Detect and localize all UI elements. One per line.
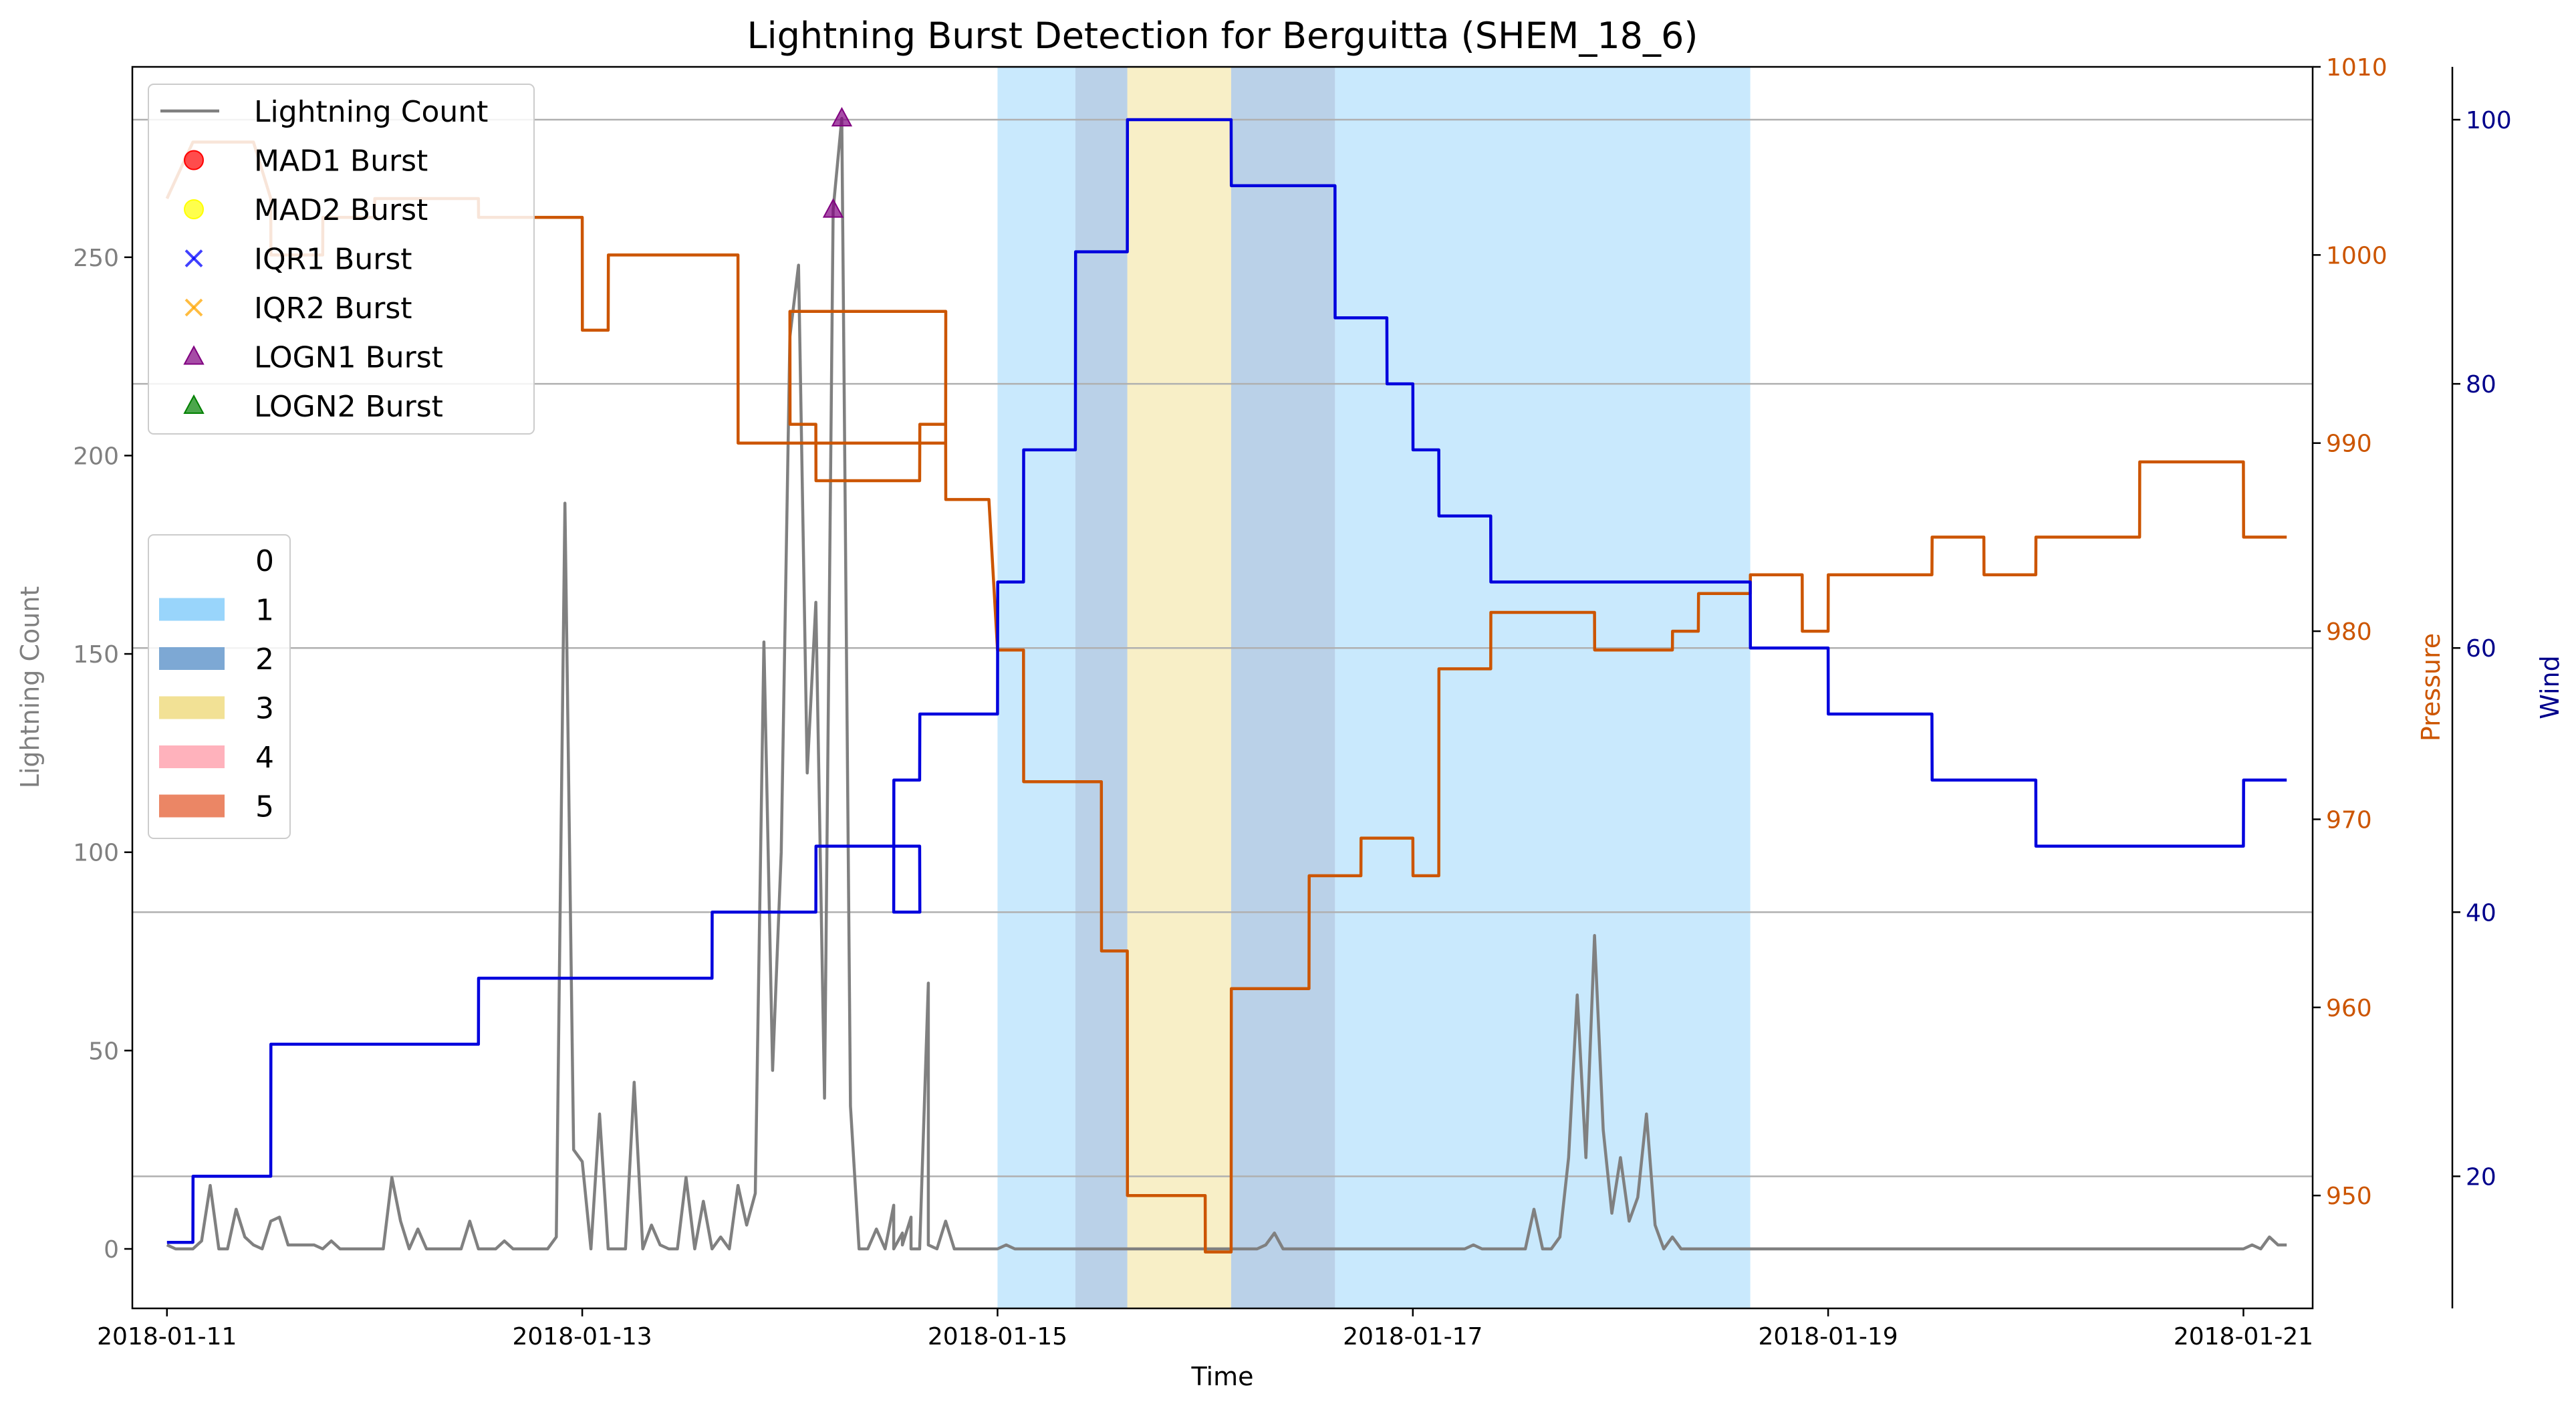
- legend-label-mad1-burst: MAD1 Burst: [254, 144, 428, 179]
- legend-swatch-iqr1-burst: [184, 249, 203, 267]
- category-band-4: [1335, 67, 1751, 1308]
- legend-label-iqr1-burst: IQR1 Burst: [254, 243, 412, 277]
- category-swatch-2: [159, 647, 225, 670]
- axes: 2018-01-11 2018-01-13 2018-01-15 2018-01-17…: [73, 54, 2511, 1351]
- x-tick-label-2018-01-17: 2018-01-17: [1343, 1323, 1483, 1351]
- legend-swatch-logn2-burst: [183, 394, 205, 414]
- y-wind-tick-label-60: 60: [2466, 635, 2496, 663]
- burst-marker-logn1-burst-1: [831, 107, 853, 127]
- category-band-1: [1075, 67, 1128, 1308]
- legend-swatch-iqr2-burst: [184, 298, 203, 317]
- series-legend-frame: [148, 84, 535, 435]
- legend-swatch-stroke-b-iqr1-burst: [184, 249, 203, 267]
- y-pressure-tick-label-970: 970: [2326, 806, 2372, 834]
- burst-markers: [822, 107, 853, 218]
- y-wind-tick-label-20: 20: [2466, 1163, 2496, 1191]
- category-label-5: 5: [255, 790, 274, 824]
- series-line-pressure: [165, 140, 2287, 1254]
- y-wind-tick-label-40: 40: [2466, 899, 2496, 927]
- category-label-3: 3: [255, 692, 274, 726]
- x-tick-label-2018-01-21: 2018-01-21: [2174, 1323, 2313, 1351]
- y-pressure-tick-label-990: 990: [2326, 431, 2372, 458]
- legend-label-logn1-burst: LOGN1 Burst: [254, 341, 443, 375]
- category-legend: 0 1 2 3 4 5: [148, 534, 291, 839]
- category-label-0: 0: [255, 544, 274, 578]
- series-legend: Lightning Count MAD1 Burst MAD2 Burst IQR1 …: [148, 84, 535, 435]
- burst-marker-logn1-burst-0: [822, 198, 844, 218]
- x-tick-label-2018-01-15: 2018-01-15: [928, 1323, 1067, 1351]
- category-swatch-3: [159, 696, 225, 719]
- legend-swatch-mad1-burst: [184, 150, 204, 170]
- legend-label-mad2-burst: MAD2 Burst: [254, 193, 428, 227]
- y-left-tick-label-100: 100: [73, 840, 119, 867]
- category-band-2: [1127, 67, 1231, 1308]
- legend-label-logn2-burst: LOGN2 Burst: [254, 390, 443, 424]
- y-wind-tick-label-80: 80: [2466, 371, 2496, 398]
- legend-swatch-logn1-burst: [183, 345, 205, 365]
- y-left-tick-label-150: 150: [73, 641, 119, 669]
- chart-title: Lightning Burst Detection for Berguitta …: [747, 15, 1698, 57]
- legend-label-iqr2-burst: IQR2 Burst: [254, 291, 412, 326]
- series-line-lightning-count: [166, 116, 2287, 1251]
- y-pressure-tick-label-1000: 1000: [2326, 242, 2388, 269]
- legend-label-lightning-count: Lightning Count: [254, 95, 488, 129]
- x-axis-label: Time: [1191, 1362, 1254, 1391]
- y-wind-tick-label-100: 100: [2466, 107, 2512, 134]
- x-tick-label-2018-01-11: 2018-01-11: [97, 1323, 237, 1351]
- category-band-3: [1231, 67, 1335, 1308]
- x-tick-label-2018-01-13: 2018-01-13: [513, 1323, 652, 1351]
- category-label-2: 2: [255, 642, 274, 677]
- category-swatch-0: [159, 549, 225, 572]
- y-axis-label-wind: Wind: [2535, 655, 2565, 719]
- category-label-1: 1: [255, 594, 274, 628]
- y-left-tick-label-50: 50: [88, 1038, 119, 1065]
- plot-frame: [131, 66, 2314, 1310]
- category-swatch-5: [159, 794, 225, 818]
- y-axis-label-pressure: Pressure: [2416, 633, 2446, 741]
- category-label-4: 4: [255, 741, 274, 775]
- y-pressure-tick-label-980: 980: [2326, 618, 2372, 646]
- category-bands: [997, 67, 1751, 1308]
- x-tick-label-2018-01-19: 2018-01-19: [1759, 1323, 1898, 1351]
- y-pressure-tick-label-1010: 1010: [2326, 54, 2388, 82]
- y-pressure-tick-label-950: 950: [2326, 1183, 2372, 1210]
- y-left-tick-label-0: 0: [104, 1236, 119, 1264]
- legend-swatch-stroke-b-iqr2-burst: [184, 298, 203, 317]
- legend-swatch-mad2-burst: [184, 199, 204, 219]
- y-left-tick-label-200: 200: [73, 443, 119, 470]
- y-pressure-tick-label-960: 960: [2326, 995, 2372, 1022]
- category-swatch-4: [159, 745, 225, 768]
- category-band-0: [997, 67, 1075, 1308]
- series-lines: [165, 116, 2287, 1254]
- category-swatch-1: [159, 598, 225, 621]
- y-axis-label-left: Lightning Count: [15, 586, 45, 789]
- y-left-tick-label-250: 250: [73, 245, 119, 272]
- series-line-wind: [166, 118, 2287, 1244]
